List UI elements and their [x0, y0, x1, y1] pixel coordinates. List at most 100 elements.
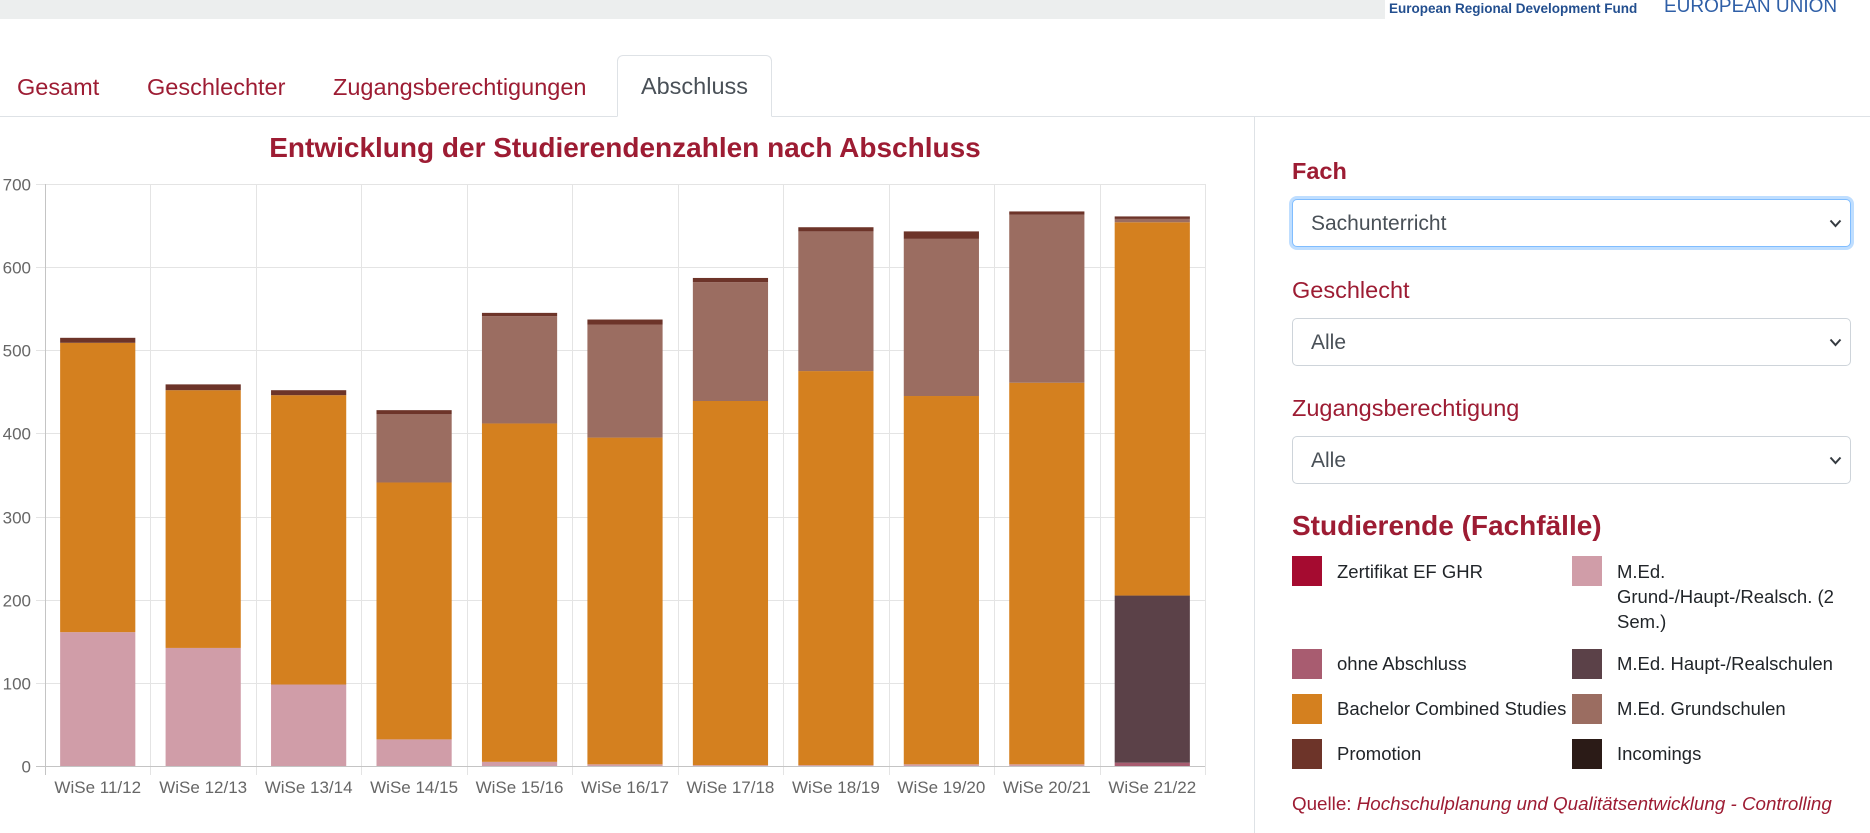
zugang-select-wrap: Alle	[1292, 436, 1851, 484]
bar-segment	[165, 384, 241, 391]
legend-label: ohne Abschluss	[1337, 653, 1467, 674]
bar-segment	[1009, 764, 1085, 766]
legend-label: M.Ed. Grundschulen	[1617, 698, 1786, 719]
bar-segment	[1114, 222, 1190, 596]
y-tick-label: 300	[3, 509, 31, 528]
bar-segment	[903, 238, 979, 397]
x-tick-label: WiSe 21/22	[1108, 778, 1196, 797]
legend-swatch	[1292, 648, 1322, 679]
legend-item[interactable]: M.Ed. Grundschulen	[1572, 693, 1852, 724]
filter-zugang-label: Zugangsberechtigung	[1292, 395, 1520, 421]
legend-label: M.Ed. Haupt-/Realschulen	[1617, 653, 1833, 674]
y-tick-label: 500	[3, 342, 31, 361]
y-tick-label: 0	[22, 758, 31, 777]
bar-segment	[481, 761, 558, 766]
x-tick-label: WiSe 18/19	[792, 778, 880, 797]
filter-geschlecht-label: Geschlecht	[1292, 277, 1410, 303]
bar-segment	[587, 764, 663, 766]
header-bar	[0, 0, 1385, 19]
tab-abschluss[interactable]: Abschluss	[617, 55, 772, 117]
y-tick-label: 100	[3, 675, 31, 694]
legend-swatch	[1572, 556, 1602, 586]
legend-item[interactable]: Promotion	[1292, 738, 1572, 769]
bar-segment	[376, 739, 452, 766]
tab-bar-line	[0, 116, 1870, 117]
x-tick-label: WiSe 13/14	[265, 778, 353, 797]
bar-segment	[692, 277, 769, 283]
legend-swatch	[1292, 738, 1322, 769]
bar-segment	[903, 231, 979, 239]
bar-segment	[1114, 216, 1190, 219]
legend-item[interactable]: Bachelor Combined Studies	[1292, 693, 1572, 724]
zugang-select[interactable]: Alle	[1292, 436, 1851, 484]
bar-segment	[587, 324, 663, 438]
bar-segment	[271, 390, 347, 396]
bar-segment	[376, 414, 452, 483]
bar-segment	[271, 395, 347, 685]
bar-segment	[692, 282, 769, 402]
bar-segment	[692, 401, 769, 766]
chart-legend: Zertifikat EF GHR M.Ed. Grund-/Haupt-/Re…	[1292, 556, 1852, 769]
fach-select-wrap: Sachunterricht	[1292, 199, 1851, 247]
bar-segment	[587, 319, 663, 325]
bar-segment	[798, 765, 874, 766]
source-prefix: Quelle:	[1292, 793, 1357, 814]
x-tick-label: WiSe 11/12	[54, 778, 141, 797]
legend-label: Promotion	[1337, 743, 1422, 764]
bar-segment	[903, 764, 979, 766]
bar-segment	[271, 684, 347, 766]
legend-title: Studierende (Fachfälle)	[1292, 510, 1602, 541]
legend-swatch	[1572, 648, 1602, 679]
geschlecht-select-wrap: Alle	[1292, 318, 1851, 366]
geschlecht-select[interactable]: Alle	[1292, 318, 1851, 366]
legend-item[interactable]: Zertifikat EF GHR	[1292, 556, 1572, 634]
bar-segment	[1114, 218, 1190, 223]
legend-item[interactable]: M.Ed. Grund-/Haupt-/Realsch. (2 Sem.)	[1572, 556, 1852, 634]
source-line: Quelle: Hochschulplanung und Qualitätsen…	[1292, 793, 1832, 815]
bar-segment	[481, 312, 558, 317]
legend-label: Incomings	[1617, 743, 1702, 764]
bar-segment	[1009, 211, 1085, 215]
erdf-logo-text: European Regional Development Fund	[1389, 1, 1638, 16]
x-tick-label: WiSe 15/16	[476, 778, 564, 797]
bar-segment	[481, 423, 558, 762]
bar-segment	[376, 410, 452, 415]
chart-svg: 0 100 200 300 400 500 600 700 WiSe 11/12 WiSe 12/…	[3, 176, 1206, 797]
tab-geschlechter[interactable]: Geschlechter	[147, 74, 286, 100]
y-tick-label: 200	[3, 592, 31, 611]
bar-segment	[376, 482, 452, 740]
bar-segment	[587, 437, 663, 765]
x-tick-label: WiSe 20/21	[1003, 778, 1091, 797]
bar-segment	[798, 227, 874, 232]
legend-item[interactable]: ohne Abschluss	[1292, 648, 1572, 679]
bar-segment	[798, 371, 874, 766]
legend-swatch	[1572, 738, 1602, 769]
legend-item[interactable]: M.Ed. Haupt-/Realschulen	[1572, 648, 1852, 679]
bar-segment	[60, 632, 136, 766]
legend-label: Bachelor Combined Studies	[1337, 698, 1567, 719]
bar-segment	[165, 390, 241, 648]
bar-segment	[60, 342, 136, 633]
source-link[interactable]: Hochschulplanung und Qualitätsentwicklun…	[1356, 793, 1832, 814]
x-tick-label: WiSe 19/20	[897, 778, 985, 797]
x-tick-label: WiSe 16/17	[581, 778, 669, 797]
bar-segment	[1114, 595, 1190, 763]
y-tick-label: 600	[3, 259, 31, 278]
tab-gesamt[interactable]: Gesamt	[17, 74, 100, 100]
eu-logo-text: EUROPEAN UNION	[1664, 0, 1838, 17]
bar-segment	[692, 765, 769, 766]
panel-divider	[1254, 117, 1255, 833]
x-tick-label: WiSe 17/18	[687, 778, 775, 797]
chart-title: Entwicklung der Studierendenzahlen nach …	[269, 132, 981, 163]
fach-select[interactable]: Sachunterricht	[1292, 199, 1851, 247]
bar-segment	[1114, 762, 1190, 766]
legend-item[interactable]: Incomings	[1572, 738, 1852, 769]
y-tick-label: 700	[3, 176, 31, 195]
legend-label: M.Ed. Grund-/Haupt-/Realsch. (2 Sem.)	[1617, 560, 1834, 632]
tab-zugangsberechtigungen[interactable]: Zugangsberechtigungen	[333, 74, 587, 100]
x-tick-label: WiSe 14/15	[370, 778, 458, 797]
bar-segment	[903, 396, 979, 765]
legend-swatch	[1572, 693, 1602, 724]
bar-segment	[60, 337, 136, 343]
